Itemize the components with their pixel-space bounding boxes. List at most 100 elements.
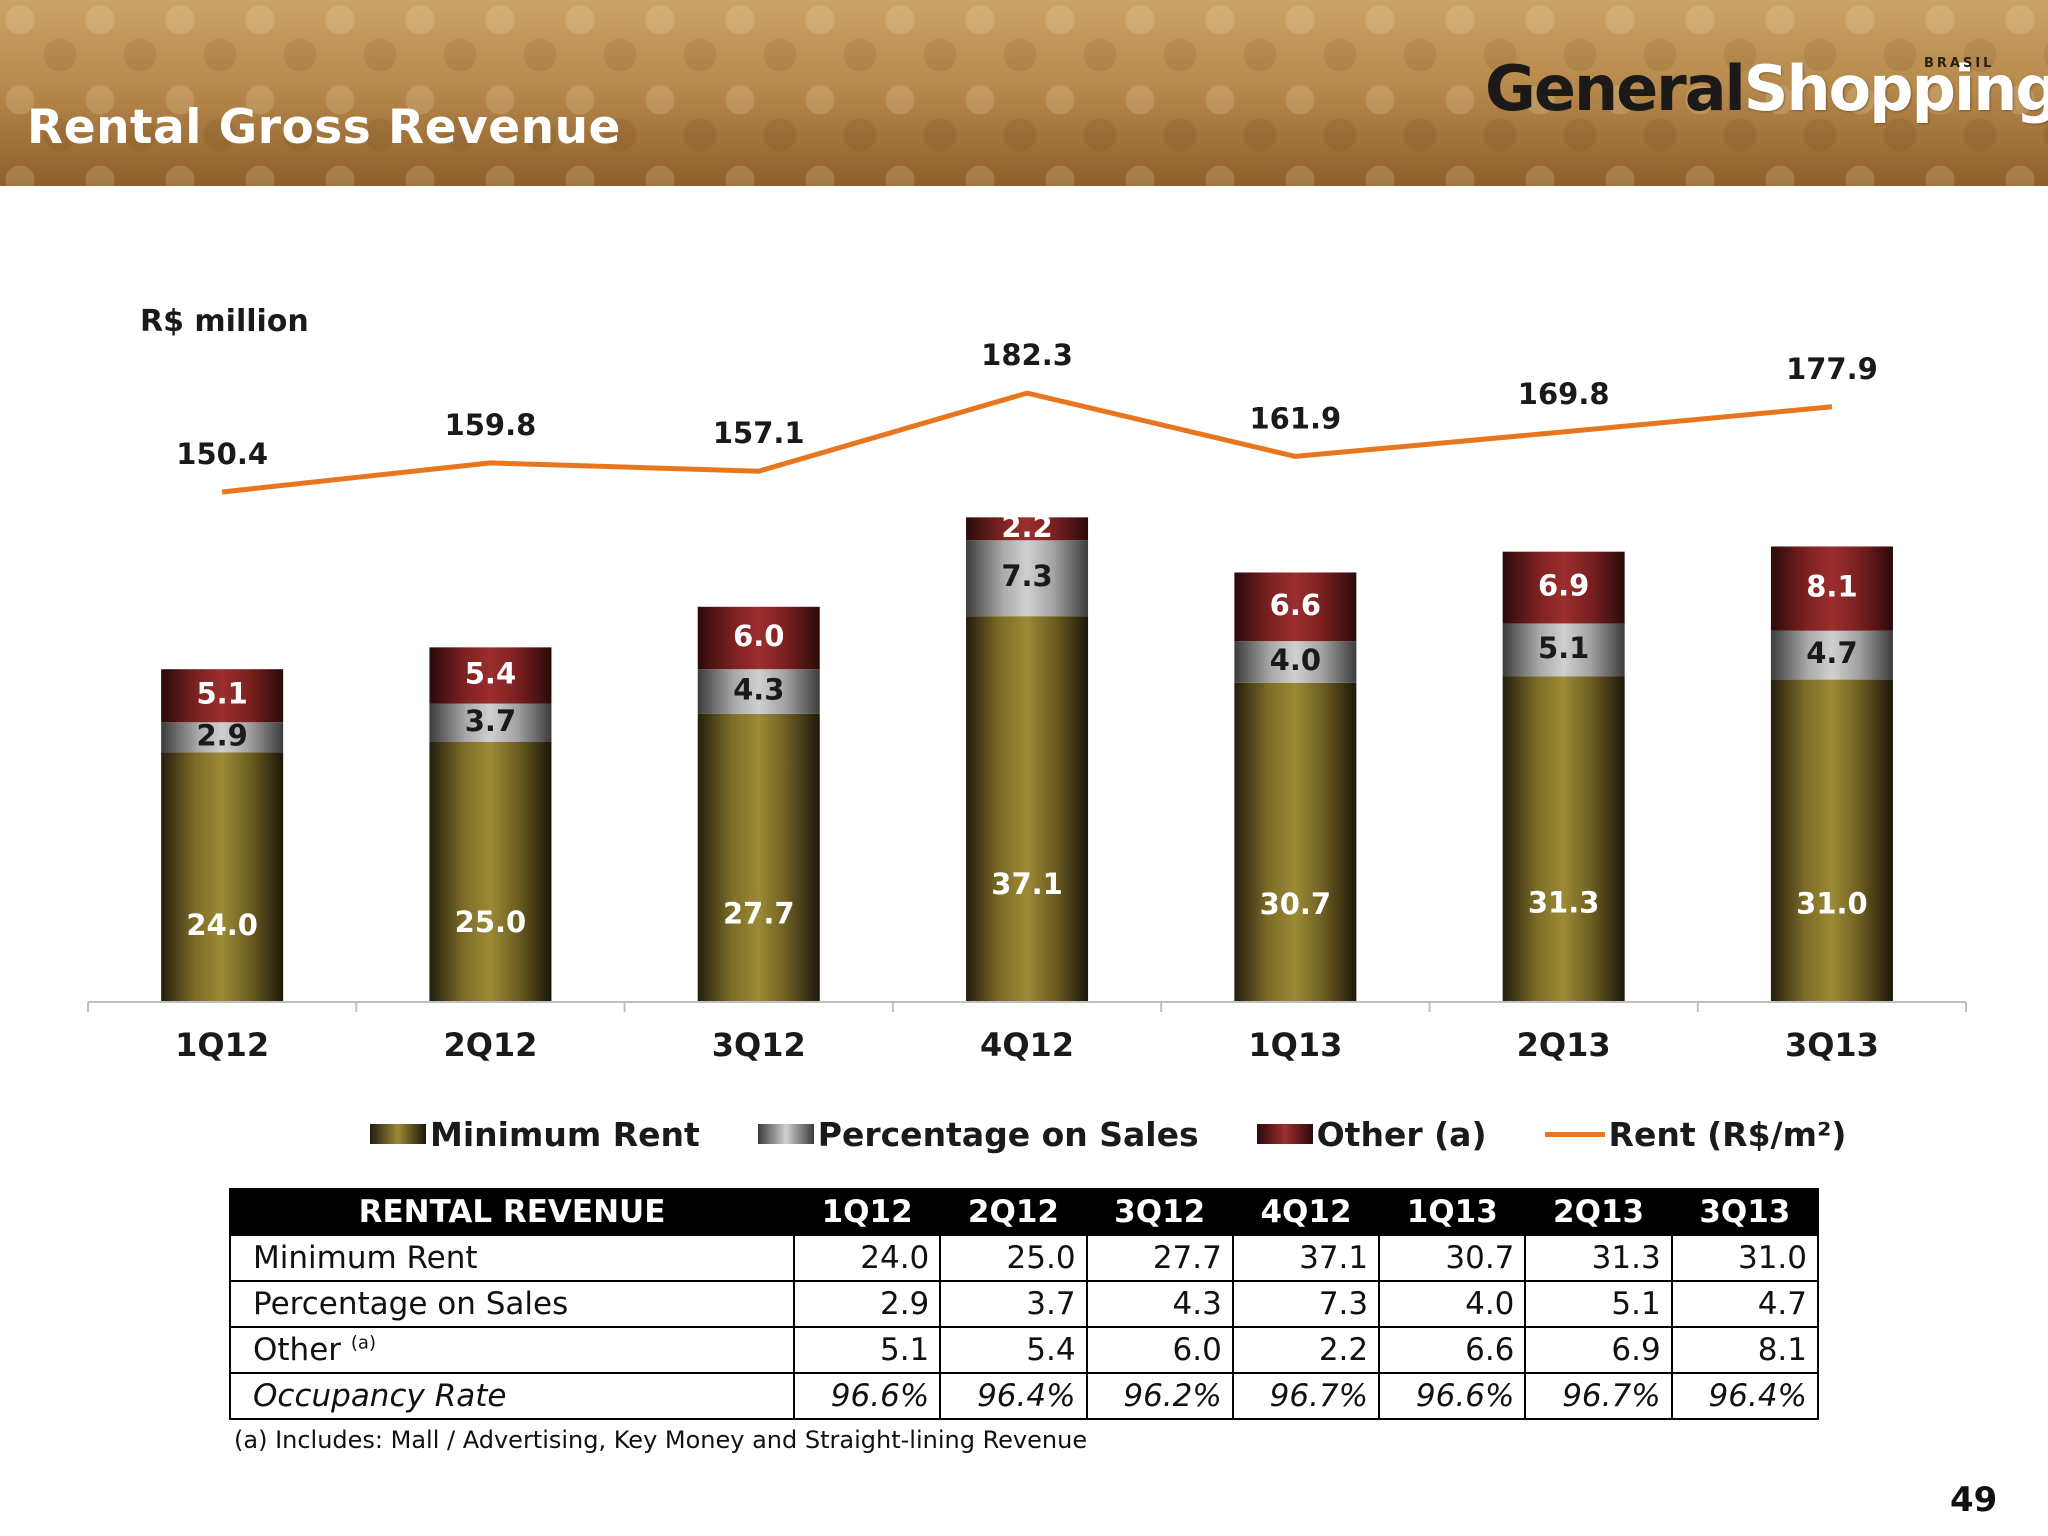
x-tick-label-3q13: 3Q13	[1785, 1026, 1879, 1064]
bars-layer: 24.0 2.9 5.1 25.0 3.7 5.4 27.7 4.3 6.0 37.1 7.3 2.2…	[161, 510, 1893, 1002]
data-label-minimum-rent-3q12: 27.7	[723, 897, 795, 931]
bar-percentage-on-sales-1q12	[161, 722, 284, 753]
table-row-label-text: Other	[253, 1332, 342, 1368]
table-col-header: 1Q13	[1378, 1188, 1527, 1236]
legend-label: Percentage on Sales	[817, 1114, 1199, 1154]
logo-subtitle: BRASIL	[1924, 56, 1995, 71]
legend-item-rent-line: Rent (R$/m²)	[1544, 1114, 1847, 1154]
rent-label-1q12: 150.4	[176, 437, 268, 471]
data-label-minimum-rent-3q13: 31.0	[1796, 886, 1868, 920]
data-label-percentage-on-sales-4q12: 7.3	[1001, 559, 1052, 593]
data-label-other-3q13: 8.1	[1806, 570, 1857, 604]
chart-legend: Minimum Rent Percentage on Sales Other (…	[370, 1112, 1847, 1156]
bar-other-1q13	[1234, 572, 1357, 642]
bar-percentage-on-sales-1q13	[1234, 641, 1357, 683]
data-label-other-2q12: 5.4	[465, 656, 516, 690]
bar-minimum-rent-1q12	[161, 752, 284, 1002]
bar-other-1q12	[161, 669, 284, 723]
table-cell: 5.1	[792, 1326, 942, 1374]
table-header-label: RENTAL REVENUE	[229, 1188, 795, 1236]
table-cell: 4.0	[1378, 1280, 1527, 1328]
table-cell: 3.7	[939, 1280, 1088, 1328]
legend-label: Rent (R$/m²)	[1608, 1114, 1847, 1154]
rental-revenue-table: RENTAL REVENUE 1Q12 2Q12 3Q12 4Q12 1Q13 …	[229, 1188, 1820, 1420]
logo-main: General	[1485, 52, 1746, 125]
table-cell: 25.0	[939, 1234, 1088, 1282]
table-cell: 6.6	[1378, 1326, 1527, 1374]
table-cell: 5.4	[939, 1326, 1088, 1374]
x-tick-label-4q12: 4Q12	[980, 1026, 1074, 1064]
table-col-header: 1Q12	[792, 1188, 942, 1236]
company-logo: GeneralShopping	[1485, 52, 2048, 125]
logo-accent: Shopping	[1743, 52, 2048, 125]
x-tick-label-3q12: 3Q12	[712, 1026, 806, 1064]
bar-percentage-on-sales-3q12	[697, 669, 820, 714]
table-cell: 37.1	[1231, 1234, 1381, 1282]
x-tick-label-2q12: 2Q12	[443, 1026, 537, 1064]
bar-percentage-on-sales-2q12	[429, 703, 552, 742]
data-label-percentage-on-sales-1q12: 2.9	[196, 718, 247, 752]
legend-label: Minimum Rent	[430, 1114, 700, 1154]
legend-swatch-percentage-on-sales	[757, 1124, 814, 1144]
data-label-other-3q12: 6.0	[733, 619, 784, 653]
table-cell: 31.0	[1670, 1234, 1820, 1282]
data-label-other-2q13: 6.9	[1538, 569, 1589, 603]
table-header-row: RENTAL REVENUE 1Q12 2Q12 3Q12 4Q12 1Q13 …	[229, 1188, 1820, 1236]
data-label-minimum-rent-2q12: 25.0	[455, 905, 527, 939]
legend-line-rent	[1544, 1131, 1605, 1137]
header-band: Rental Gross Revenue GeneralShopping BRA…	[0, 0, 2048, 186]
data-label-percentage-on-sales-2q13: 5.1	[1538, 631, 1589, 665]
page-title: Rental Gross Revenue	[27, 100, 621, 155]
table-row-label: Occupancy Rate	[229, 1372, 795, 1420]
rental-revenue-chart: 24.0 2.9 5.1 25.0 3.7 5.4 27.7 4.3 6.0 37.1 7.3 2.2…	[87, 338, 1968, 1064]
table-row-label: Percentage on Sales	[229, 1280, 795, 1328]
table-cell: 8.1	[1670, 1326, 1820, 1374]
rent-line-layer: 150.4 159.8 157.1 182.3 161.9 169.8 177.9	[176, 338, 1878, 495]
x-tick-label-1q12: 1Q12	[175, 1026, 269, 1064]
rent-label-2q13: 169.8	[1518, 377, 1610, 411]
chart-unit-label: R$ million	[140, 304, 309, 339]
legend-item-other: Other (a)	[1256, 1114, 1487, 1154]
data-label-percentage-on-sales-1q13: 4.0	[1270, 643, 1321, 677]
table-row: Minimum Rent 24.0 25.0 27.7 37.1 30.7 31…	[229, 1234, 1820, 1282]
bar-other-2q12	[429, 647, 552, 704]
data-label-other-1q12: 5.1	[196, 677, 247, 711]
table-cell: 4.7	[1670, 1280, 1820, 1328]
table-cell: 31.3	[1524, 1234, 1673, 1282]
table-cell: 30.7	[1378, 1234, 1527, 1282]
legend-swatch-minimum-rent	[370, 1124, 426, 1144]
table-col-header: 4Q12	[1231, 1188, 1381, 1236]
table-col-header: 3Q13	[1670, 1188, 1820, 1236]
legend-label: Other (a)	[1316, 1114, 1487, 1154]
rent-label-3q12: 157.1	[713, 416, 805, 450]
data-label-minimum-rent-4q12: 37.1	[991, 867, 1063, 901]
table-cell: 6.9	[1524, 1326, 1673, 1374]
bar-minimum-rent-2q13	[1502, 676, 1625, 1002]
bar-other-2q13	[1502, 551, 1625, 624]
bar-minimum-rent-4q12	[966, 616, 1089, 1002]
legend-swatch-other	[1256, 1124, 1313, 1144]
table-row-label: Other (a)	[229, 1326, 795, 1374]
table-cell: 2.9	[792, 1280, 942, 1328]
rent-label-1q13: 161.9	[1249, 401, 1341, 435]
legend-item-minimum-rent: Minimum Rent	[370, 1115, 700, 1154]
rent-label-4q12: 182.3	[981, 338, 1073, 372]
table-row-label: Minimum Rent	[229, 1234, 795, 1282]
x-tick-label-2q13: 2Q13	[1517, 1026, 1611, 1064]
table-cell: 24.0	[792, 1234, 942, 1282]
x-axis: 1Q12 2Q12 3Q12 4Q12 1Q13 2Q13 3Q13	[87, 1001, 1968, 1064]
data-label-percentage-on-sales-2q12: 3.7	[465, 704, 516, 738]
table-cell: 96.6%	[792, 1372, 942, 1420]
bar-other-3q13	[1770, 546, 1893, 631]
bar-percentage-on-sales-2q13	[1502, 623, 1625, 677]
table-cell: 27.7	[1085, 1234, 1234, 1282]
table-cell: 4.3	[1085, 1280, 1234, 1328]
bar-other-3q12	[697, 606, 820, 670]
x-tick-label-1q13: 1Q13	[1248, 1026, 1342, 1064]
table-cell: 6.0	[1085, 1326, 1234, 1374]
table-cell: 96.7%	[1231, 1372, 1381, 1420]
bar-minimum-rent-2q12	[429, 742, 552, 1002]
table-col-header: 2Q13	[1524, 1188, 1673, 1236]
table-col-header: 3Q12	[1085, 1188, 1234, 1236]
bar-percentage-on-sales-3q13	[1770, 630, 1893, 680]
